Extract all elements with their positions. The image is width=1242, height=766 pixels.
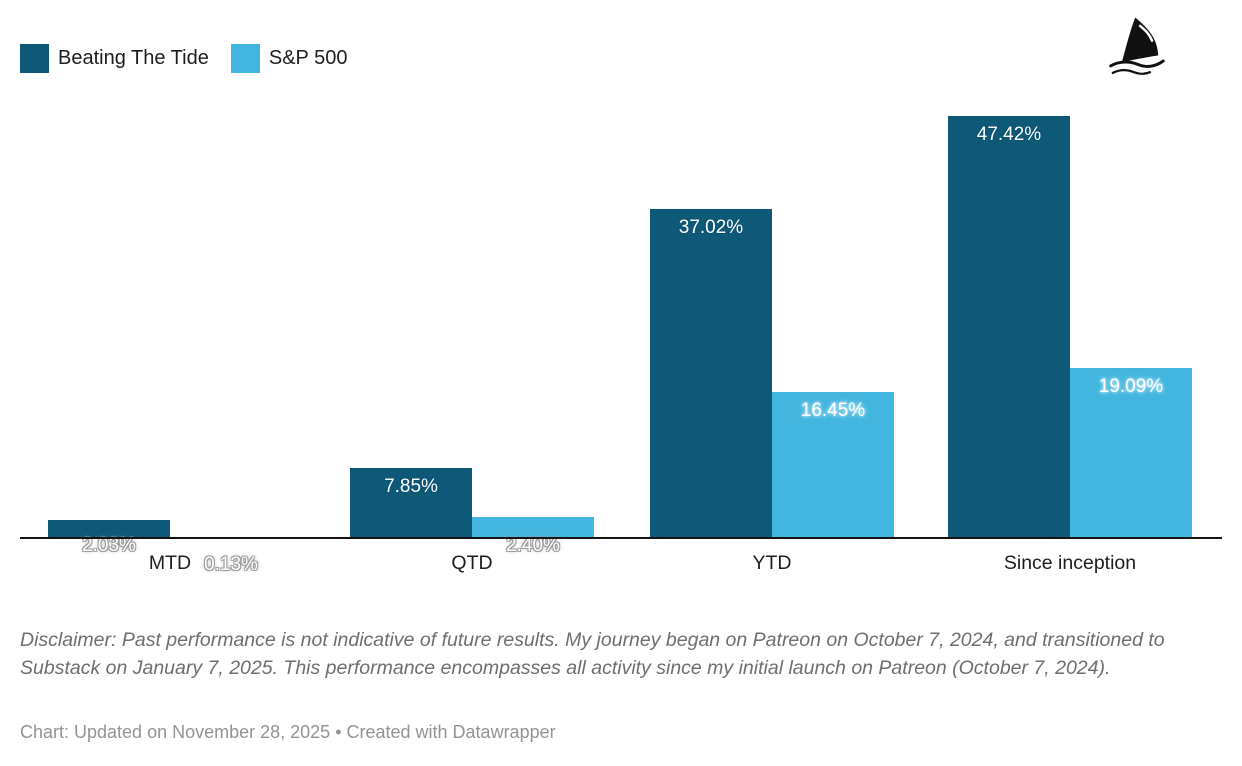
legend: Beating The Tide S&P 500 <box>20 44 347 73</box>
shark-fin-icon <box>1109 17 1165 75</box>
legend-label: S&P 500 <box>268 47 348 69</box>
legend-label: Beating The Tide <box>58 47 209 69</box>
bar-beating-the-tide-qtd: 7.85% <box>350 468 472 538</box>
x-axis-line <box>20 537 1222 539</box>
bar-value-label: 2.40% <box>506 534 560 556</box>
legend-item-beating-the-tide: Beating The Tide <box>20 44 209 73</box>
legend-swatch-beating-the-tide <box>20 44 49 73</box>
legend-item-sp500: S&P 500 <box>230 44 348 73</box>
disclaimer-text: Disclaimer: Past performance is not indi… <box>20 629 1165 679</box>
bar-s-p-500-ytd: 16.45% <box>772 391 894 538</box>
bar-s-p-500-qtd: 2.40% <box>472 516 594 556</box>
bar-value-label: 7.85% <box>384 476 438 498</box>
tick-label-qtd: QTD <box>451 552 493 574</box>
legend-swatch-sp500 <box>230 44 260 73</box>
tick-label-since-inception: Since inception <box>1003 552 1137 574</box>
plot-area: 2.03% 0.13% 7.85% 2.40% 37.02% 16.45% 47.42% 19… <box>20 115 1222 575</box>
bar-beating-the-tide-mtd: 2.03% <box>48 519 170 556</box>
bar-value-label: 2.03% <box>82 534 136 556</box>
tick-label-mtd: MTD <box>148 552 192 574</box>
bar-value-label: 37.02% <box>678 216 744 238</box>
bar-beating-the-tide-ytd: 37.02% <box>650 208 772 538</box>
bar-value-label: 19.09% <box>1098 376 1164 398</box>
tick-label-ytd: YTD <box>752 552 792 574</box>
bar-beating-the-tide-since-inception: 47.42% <box>948 115 1070 538</box>
bar-value-label: 47.42% <box>976 123 1042 145</box>
bar-value-label: 16.45% <box>800 399 866 421</box>
chart-credit-text: Chart: Updated on November 28, 2025 • Cr… <box>20 722 556 742</box>
bar-s-p-500-since-inception: 19.09% <box>1070 368 1192 538</box>
bar-value-label: 0.13% <box>204 554 258 575</box>
